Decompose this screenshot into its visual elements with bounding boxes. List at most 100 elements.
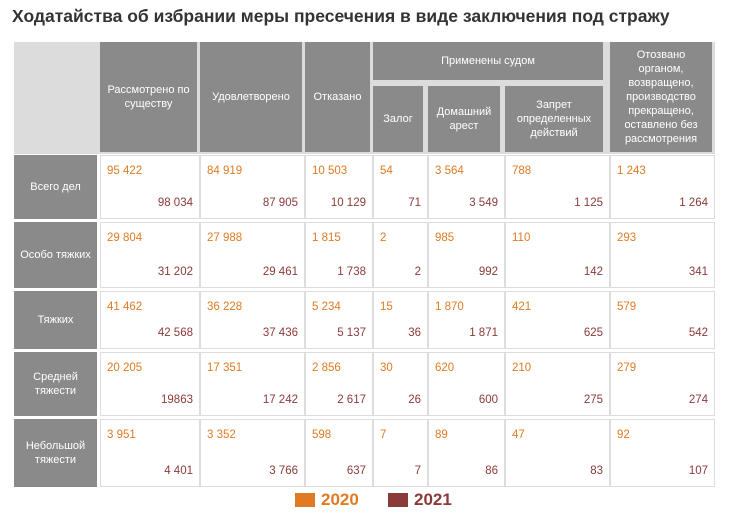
column-header: Домашний арест bbox=[428, 86, 500, 152]
value-2020: 3 564 bbox=[435, 165, 464, 177]
data-cell: 579 542 bbox=[610, 291, 715, 349]
title: Ходатайства об избрании меры пресечения … bbox=[12, 6, 670, 26]
value-2020: 95 422 bbox=[107, 165, 143, 177]
data-cell: 89 86 bbox=[428, 419, 505, 487]
value-2021: 992 bbox=[478, 266, 498, 278]
value-2021: 17 242 bbox=[262, 394, 298, 406]
row-header: Тяжких bbox=[14, 291, 97, 349]
data-cell: 3 951 4 401 bbox=[100, 419, 200, 487]
value-2020: 17 351 bbox=[207, 362, 243, 374]
column-header: Запрет определенных действий bbox=[505, 86, 603, 152]
value-2021: 87 905 bbox=[262, 197, 298, 209]
value-2021: 37 436 bbox=[262, 327, 298, 339]
data-cell: 3 564 3 549 bbox=[428, 155, 505, 219]
data-cell: 3 352 3 766 bbox=[200, 419, 305, 487]
data-cell: 985 992 bbox=[428, 222, 505, 288]
value-2021: 3 549 bbox=[469, 197, 498, 209]
value-2020: 293 bbox=[617, 232, 637, 244]
data-cell: 110 142 bbox=[505, 222, 610, 288]
data-cell: 293 341 bbox=[610, 222, 715, 288]
column-header: Удовлетворено bbox=[200, 42, 302, 152]
value-2021: 31 202 bbox=[157, 266, 193, 278]
data-cell: 27 988 29 461 bbox=[200, 222, 305, 288]
value-2021: 29 461 bbox=[262, 266, 298, 278]
value-2021: 83 bbox=[590, 465, 603, 477]
value-2021: 4 401 bbox=[164, 465, 193, 477]
value-2021: 19863 bbox=[161, 394, 193, 406]
value-2021: 142 bbox=[583, 266, 603, 278]
data-cell: 30 26 bbox=[373, 352, 428, 416]
value-2020: 788 bbox=[512, 165, 532, 177]
value-2020: 620 bbox=[435, 362, 455, 374]
column-header: Рассмотрено по существу bbox=[100, 42, 197, 152]
data-cell: 20 205 19863 bbox=[100, 352, 200, 416]
value-2020: 10 503 bbox=[312, 165, 348, 177]
value-2020: 29 804 bbox=[107, 232, 143, 244]
value-2021: 71 bbox=[408, 197, 421, 209]
data-cell: 1 243 1 264 bbox=[610, 155, 715, 219]
value-2021: 1 871 bbox=[469, 327, 498, 339]
data-cell: 421 625 bbox=[505, 291, 610, 349]
value-2021: 625 bbox=[583, 327, 603, 339]
value-2020: 36 228 bbox=[207, 301, 243, 313]
data-cell: 788 1 125 bbox=[505, 155, 610, 219]
value-2021: 1 125 bbox=[574, 197, 603, 209]
value-2020: 1 243 bbox=[617, 165, 646, 177]
value-2021: 1 738 bbox=[337, 266, 366, 278]
value-2020: 2 bbox=[380, 232, 387, 244]
value-2021: 42 568 bbox=[157, 327, 193, 339]
value-2020: 30 bbox=[380, 362, 393, 374]
value-2021: 10 129 bbox=[330, 197, 366, 209]
column-header: Отказано bbox=[305, 42, 370, 152]
data-cell: 47 83 bbox=[505, 419, 610, 487]
value-2021: 637 bbox=[346, 465, 366, 477]
value-2020: 47 bbox=[512, 429, 525, 441]
value-2020: 279 bbox=[617, 362, 637, 374]
value-2020: 89 bbox=[435, 429, 448, 441]
legend-swatch bbox=[388, 493, 408, 507]
data-cell: 279 274 bbox=[610, 352, 715, 416]
data-cell: 17 351 17 242 bbox=[200, 352, 305, 416]
value-2020: 7 bbox=[380, 429, 387, 441]
value-2020: 1 870 bbox=[435, 301, 464, 313]
row-header: Всего дел bbox=[14, 155, 97, 219]
value-2021: 542 bbox=[688, 327, 708, 339]
data-cell: 92 107 bbox=[610, 419, 715, 487]
row-header: Небольшой тяжести bbox=[14, 419, 97, 487]
value-2021: 600 bbox=[478, 394, 498, 406]
value-2020: 579 bbox=[617, 301, 637, 313]
value-2021: 2 617 bbox=[337, 394, 366, 406]
data-cell: 15 36 bbox=[373, 291, 428, 349]
data-cell: 10 503 10 129 bbox=[305, 155, 373, 219]
data-cell: 36 228 37 436 bbox=[200, 291, 305, 349]
value-2021: 3 766 bbox=[269, 465, 298, 477]
data-cell: 620 600 bbox=[428, 352, 505, 416]
value-2020: 421 bbox=[512, 301, 532, 313]
value-2021: 26 bbox=[408, 394, 421, 406]
value-2020: 985 bbox=[435, 232, 455, 244]
value-2020: 84 919 bbox=[207, 165, 243, 177]
data-cell: 1 815 1 738 bbox=[305, 222, 373, 288]
value-2020: 110 bbox=[512, 232, 531, 244]
value-2020: 1 815 bbox=[312, 232, 341, 244]
legend-label: 2021 bbox=[414, 490, 452, 509]
data-cell: 2 856 2 617 bbox=[305, 352, 373, 416]
value-2021: 98 034 bbox=[157, 197, 193, 209]
value-2021: 2 bbox=[414, 266, 421, 278]
value-2021: 341 bbox=[688, 266, 708, 278]
value-2020: 210 bbox=[512, 362, 532, 374]
column-group-header: Применены судом bbox=[373, 42, 603, 80]
data-cell: 41 462 42 568 bbox=[100, 291, 200, 349]
value-2020: 2 856 bbox=[312, 362, 341, 374]
data-cell: 54 71 bbox=[373, 155, 428, 219]
column-header: Залог bbox=[373, 86, 423, 152]
value-2021: 274 bbox=[688, 394, 708, 406]
value-2021: 7 bbox=[414, 465, 421, 477]
row-header: Особо тяжких bbox=[14, 222, 97, 288]
value-2020: 20 205 bbox=[107, 362, 143, 374]
value-2020: 5 234 bbox=[312, 301, 341, 313]
value-2021: 107 bbox=[688, 465, 708, 477]
value-2020: 15 bbox=[380, 301, 393, 313]
